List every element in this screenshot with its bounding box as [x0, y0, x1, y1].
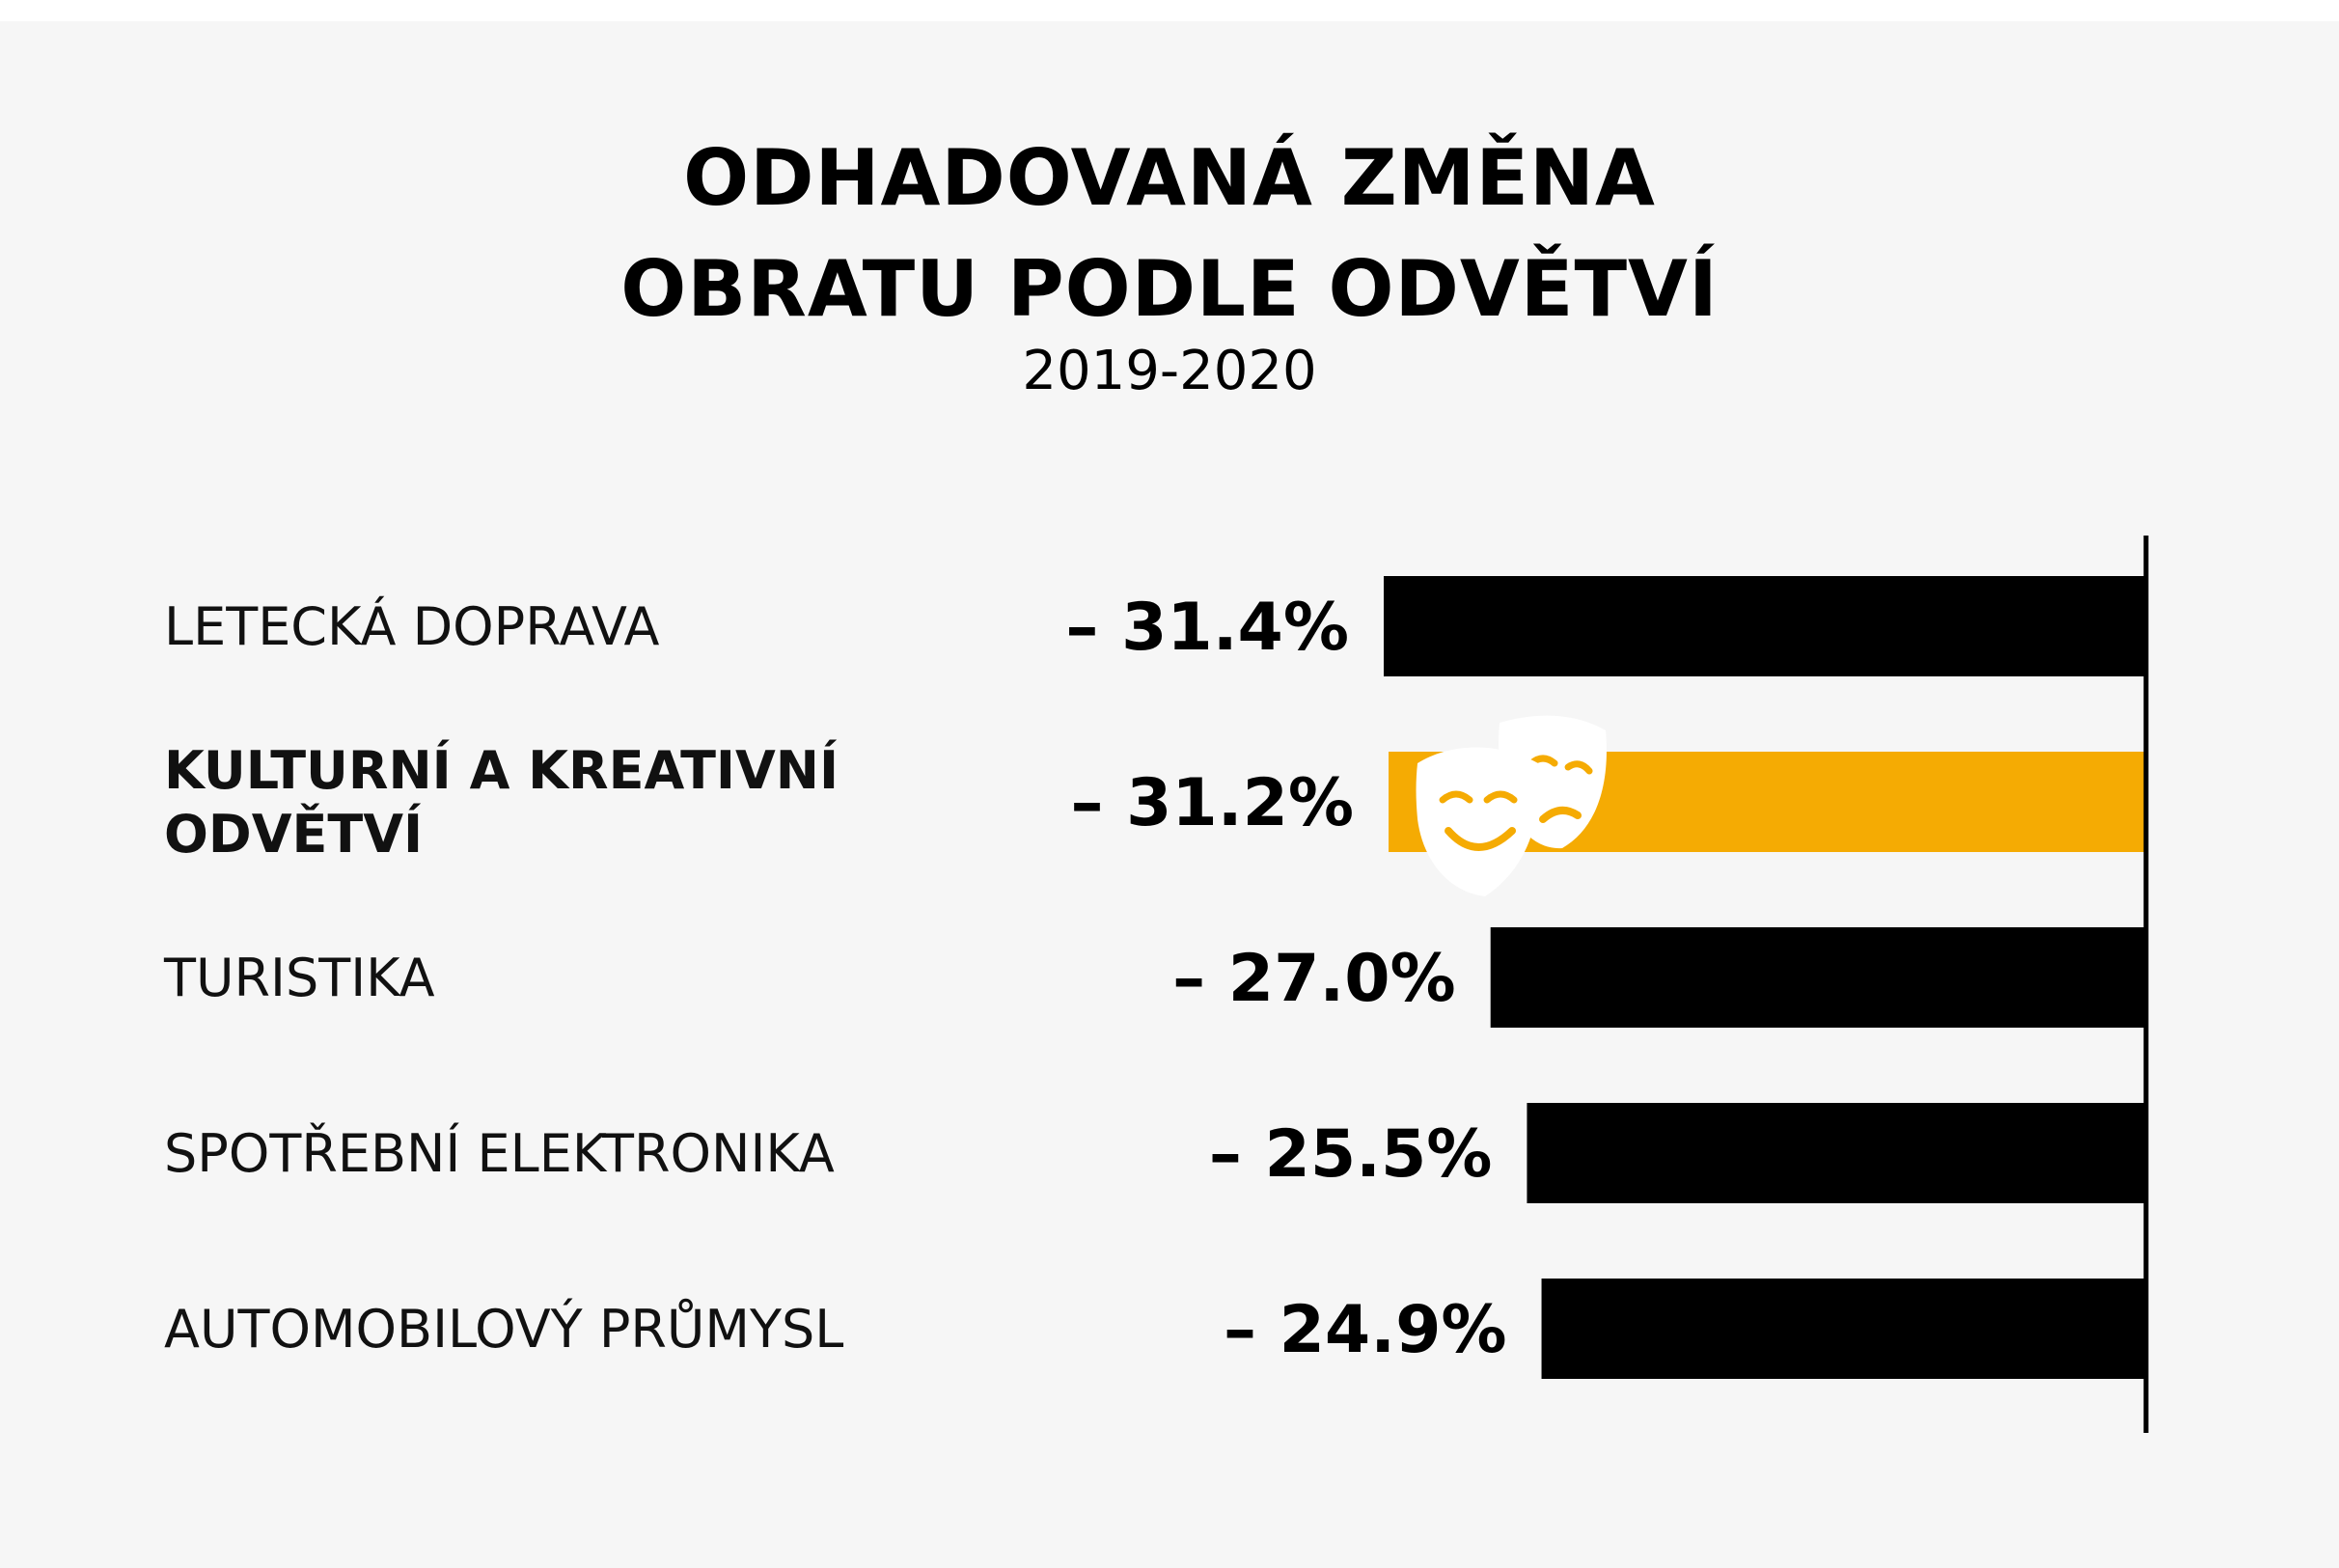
value-label: – 24.9% [1224, 1292, 1507, 1368]
bar [1384, 576, 2146, 676]
chart-subtitle: 2019-2020 [1022, 340, 1317, 402]
value-label: – 25.5% [1209, 1116, 1493, 1193]
bar [1490, 927, 2146, 1028]
comedy-mouth [1445, 827, 1517, 851]
category-label: TURISTIKA [163, 948, 435, 1008]
chart-title-line-2: OBRATU PODLE ODVĚTVÍ [620, 244, 1719, 334]
bar [1541, 1279, 2146, 1379]
comedy-eye [1483, 790, 1518, 804]
tragedy-mouth [1539, 806, 1582, 823]
category-label: KULTURNÍ A KREATIVNÍ ODVĚTVÍ [164, 740, 839, 865]
chart-title-line-1: ODHADOVANÁ ZMĚNA [683, 133, 1656, 223]
comedy-mask [1416, 747, 1539, 896]
theatre-masks-icon [1416, 715, 1607, 896]
value-label: – 27.0% [1172, 941, 1456, 1017]
tragedy-eye [1564, 760, 1593, 775]
bar [1527, 1103, 2146, 1203]
category-label: LETECKÁ DOPRAVA [164, 596, 660, 657]
category-label: SPOTŘEBNÍ ELEKTRONIKA [164, 1123, 835, 1184]
comedy-eye [1439, 790, 1473, 804]
value-label: – 31.4% [1065, 590, 1349, 666]
value-label: – 31.2% [1070, 765, 1354, 841]
category-label: AUTOMOBILOVÝ PRŮMYSL [164, 1298, 843, 1360]
